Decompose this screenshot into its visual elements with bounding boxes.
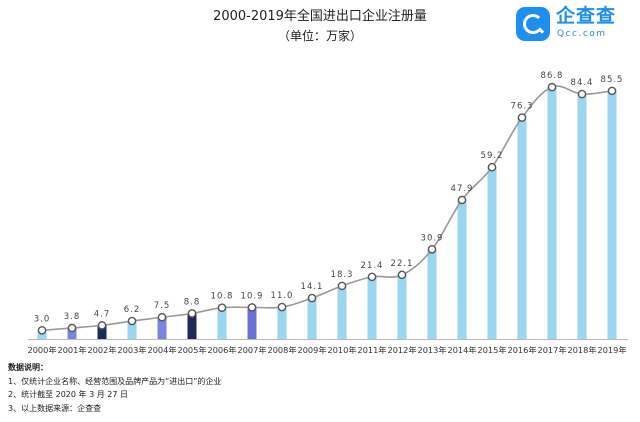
bar bbox=[367, 276, 377, 339]
data-point-marker bbox=[277, 302, 287, 312]
note-item: 2、统计截至 2020 年 3 月 27 日 bbox=[8, 390, 128, 399]
bar bbox=[67, 327, 77, 339]
value-label: 4.7 bbox=[94, 309, 111, 319]
data-point-marker bbox=[157, 312, 167, 322]
bar bbox=[97, 325, 107, 339]
chart-title: 2000-2019年全国进出口企业注册量 bbox=[213, 9, 427, 24]
note-item: 1、仅统计企业名称、经营范围及品牌产品为“进出口”的企业 bbox=[8, 376, 222, 386]
x-tick-labels-layer: 2000年 2001年 2002年 2003年 2004年 2005年 2006年 2007年… bbox=[27, 345, 626, 355]
bar bbox=[247, 307, 257, 339]
value-labels-layer: 3.0 3.8 4.7 6.2 7.5 8.8 10.8 10.9 11.0 14.1 18.3 21… bbox=[34, 71, 624, 324]
x-tick-label: 2011年 bbox=[357, 345, 386, 355]
x-tick-label: 2014年 bbox=[447, 345, 476, 355]
x-tick-label: 2007年 bbox=[237, 345, 266, 355]
value-label: 18.3 bbox=[331, 270, 354, 280]
x-tick-label: 2010年 bbox=[327, 345, 356, 355]
data-point-marker bbox=[307, 293, 317, 303]
value-label: 6.2 bbox=[124, 305, 141, 315]
data-point-marker bbox=[487, 162, 497, 172]
x-tick-label: 2013年 bbox=[417, 345, 446, 355]
bar bbox=[547, 87, 557, 339]
x-tick-label: 2008年 bbox=[267, 345, 296, 355]
data-point-marker bbox=[97, 321, 107, 330]
bar bbox=[127, 321, 137, 339]
value-label: 3.8 bbox=[64, 312, 81, 322]
x-tick-label: 2012年 bbox=[387, 345, 416, 355]
x-tick-label: 2006年 bbox=[207, 345, 236, 355]
x-tick-label: 2004年 bbox=[147, 345, 176, 355]
value-label: 30.9 bbox=[421, 233, 444, 243]
qcc-logo-icon bbox=[516, 7, 550, 41]
x-tick-label: 2002年 bbox=[87, 345, 116, 355]
value-label: 21.4 bbox=[361, 261, 384, 271]
value-label: 10.8 bbox=[211, 292, 234, 302]
chart-subtitle: （单位：万家） bbox=[277, 29, 362, 43]
bar bbox=[607, 90, 617, 339]
bar bbox=[307, 298, 317, 339]
value-label: 3.0 bbox=[34, 314, 51, 324]
bar bbox=[37, 330, 47, 339]
value-label: 85.5 bbox=[601, 75, 624, 85]
bar bbox=[217, 307, 227, 339]
data-point-marker bbox=[427, 245, 437, 254]
value-label: 7.5 bbox=[154, 301, 171, 311]
bar bbox=[277, 307, 287, 339]
x-tick-label: 2015年 bbox=[477, 345, 506, 355]
data-point-marker bbox=[127, 316, 137, 326]
data-notes: 数据说明： 1、仅统计企业名称、经营范围及品牌产品为“进出口”的企业 2、统计截… bbox=[8, 361, 221, 415]
bar bbox=[397, 274, 407, 339]
value-label: 11.0 bbox=[271, 291, 294, 301]
x-tick-label: 2016年 bbox=[507, 345, 536, 355]
logo-domain: Qcc.com bbox=[557, 29, 607, 39]
value-label: 86.8 bbox=[541, 71, 564, 81]
value-label: 59.2 bbox=[481, 151, 504, 161]
bars-layer bbox=[37, 87, 617, 339]
x-tick-label: 2017年 bbox=[537, 345, 566, 355]
data-point-marker bbox=[217, 303, 227, 312]
value-label: 47.9 bbox=[451, 184, 474, 194]
x-tick-label: 2005年 bbox=[177, 345, 206, 355]
qcc-logo: 企查查 Qcc.com bbox=[516, 5, 632, 45]
data-point-marker bbox=[247, 303, 257, 312]
x-tick-label: 2018年 bbox=[567, 345, 596, 355]
bar bbox=[577, 94, 587, 339]
value-label: 14.1 bbox=[301, 282, 324, 292]
data-point-marker bbox=[607, 86, 617, 96]
data-point-marker bbox=[397, 270, 407, 280]
bar bbox=[517, 117, 527, 339]
bar bbox=[337, 285, 347, 339]
bar bbox=[457, 199, 467, 339]
data-point-marker bbox=[547, 82, 557, 92]
x-tick-label: 2009年 bbox=[297, 345, 326, 355]
note-item: 3、以上数据来源：企查查 bbox=[8, 403, 102, 413]
trend-line-layer bbox=[37, 82, 617, 335]
data-point-marker bbox=[367, 272, 377, 282]
value-label: 84.4 bbox=[571, 78, 594, 88]
data-point-marker bbox=[187, 309, 197, 318]
x-tick-label: 2000年 bbox=[27, 345, 56, 355]
data-point-marker bbox=[67, 323, 77, 333]
bar bbox=[427, 249, 437, 339]
value-label: 8.8 bbox=[184, 297, 201, 307]
x-tick-label: 2003年 bbox=[117, 345, 146, 355]
bar bbox=[487, 167, 497, 339]
value-label: 10.9 bbox=[241, 291, 264, 301]
data-point-marker bbox=[37, 325, 47, 335]
x-tick-label: 2001年 bbox=[57, 345, 86, 355]
x-tick-label: 2019年 bbox=[597, 345, 626, 355]
value-label: 22.1 bbox=[391, 259, 414, 269]
notes-title: 数据说明： bbox=[8, 363, 48, 372]
data-point-marker bbox=[457, 195, 467, 205]
bar bbox=[187, 313, 197, 339]
data-point-marker bbox=[517, 113, 527, 122]
bar-chart: 3.0 3.8 4.7 6.2 7.5 8.8 10.8 10.9 11.0 14.1 18.3 21… bbox=[27, 71, 628, 355]
data-point-marker bbox=[577, 89, 587, 99]
bar bbox=[157, 317, 167, 339]
logo-name: 企查查 bbox=[556, 5, 617, 27]
value-label: 76.3 bbox=[511, 102, 534, 112]
data-point-marker bbox=[337, 281, 347, 291]
